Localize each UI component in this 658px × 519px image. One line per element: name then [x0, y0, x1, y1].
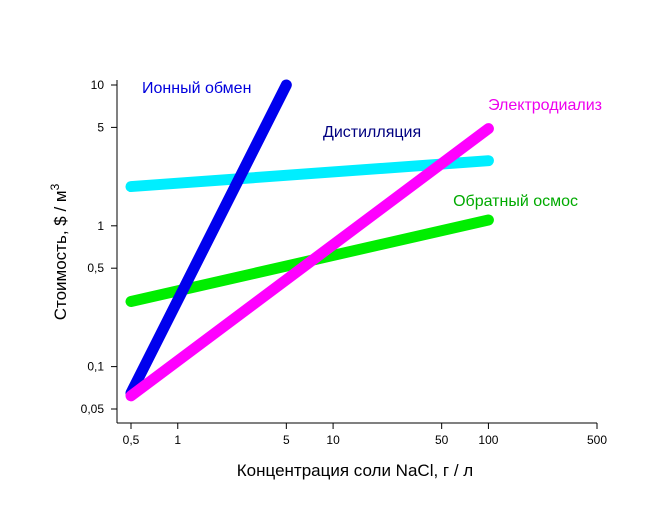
x-tick-label: 50 — [435, 433, 449, 447]
series-lines — [125, 79, 494, 402]
series-line-1 — [125, 79, 292, 399]
series-labels: Ионный обмен Дистилляция Электродиализ Обра… — [142, 80, 602, 210]
x-tick-label: 5 — [283, 433, 290, 447]
y-tick-label: 1 — [97, 219, 104, 233]
series-line-3 — [125, 123, 494, 402]
x-tick-label: 10 — [326, 433, 340, 447]
x-tick-label: 100 — [478, 433, 498, 447]
y-axis-title: Стоимость, $ / м3 — [48, 183, 70, 320]
x-axis-title: Концентрация соли NaCl, г / л — [237, 461, 473, 480]
series-line-2 — [125, 155, 494, 193]
series-label-2: Дистилляция — [323, 124, 421, 141]
series-label-4: Обратный осмос — [453, 193, 578, 210]
y-tick-label: 10 — [91, 78, 105, 92]
x-tick-label: 0,5 — [123, 433, 140, 447]
y-axis-title-superscript: 3 — [48, 183, 62, 190]
x-tick-label: 500 — [587, 433, 607, 447]
y-tick-label: 0,5 — [87, 261, 104, 275]
series-label-1: Ионный обмен — [142, 80, 251, 97]
y-tick-label: 0,05 — [81, 402, 105, 416]
y-tick-label: 5 — [97, 120, 104, 134]
y-axis-title-main: Стоимость, $ / м — [51, 190, 70, 320]
ticks: 0,5 1 5 10 50 100 500 0,05 0,1 0,5 1 5 10 — [81, 78, 608, 447]
axes — [116, 80, 597, 424]
series-label-3: Электродиализ — [488, 97, 602, 114]
y-tick-label: 0,1 — [87, 360, 104, 374]
x-tick-label: 1 — [174, 433, 181, 447]
